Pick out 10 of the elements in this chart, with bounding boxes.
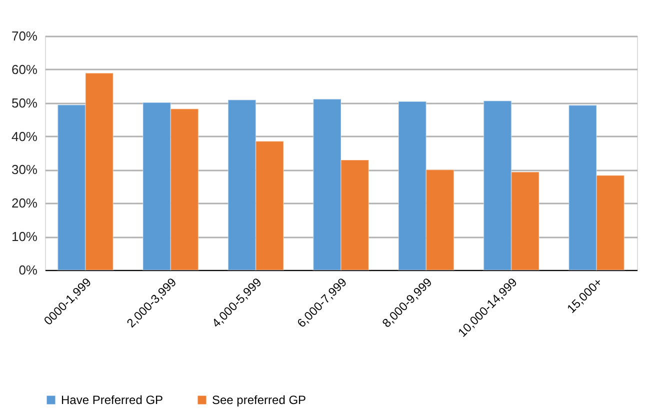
y-tick-label: 40% [11, 128, 38, 144]
legend-label: Have Preferred GP [61, 393, 164, 407]
y-tick-label: 30% [11, 162, 38, 178]
y-tick-label: 70% [11, 28, 38, 44]
y-tick-label: 50% [11, 95, 38, 110]
y-tick-label: 10% [11, 229, 38, 244]
y-tick-label: 0% [18, 262, 38, 278]
y-tick-label: 20% [11, 196, 38, 211]
y-tick-label: 60% [11, 62, 38, 77]
legend-label: See preferred GP [212, 393, 306, 407]
